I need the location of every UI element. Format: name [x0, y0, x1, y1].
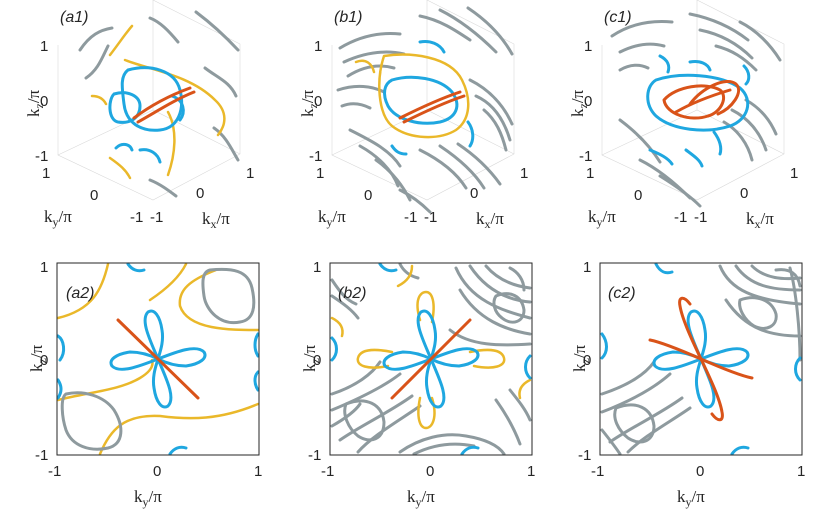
panel-b2-y-tick-top: 1 [313, 259, 321, 276]
panel-b2-y-tick-mid: 0 [313, 352, 321, 369]
panel-b1-y-tick-neg1: -1 [404, 209, 417, 226]
panel-a1-x-tick-neg1: -1 [150, 209, 163, 226]
panel-a1-label: (a1) [60, 9, 88, 26]
panel-c2-y-axis-label: kz/π [570, 344, 592, 372]
panel-c1-grid [601, 0, 785, 201]
panel-b2-label: (b2) [338, 285, 366, 302]
panel-c1-x-axis-label: kx/π [746, 209, 774, 231]
panel-a1-grid [57, 0, 241, 201]
panel-b1-curves [336, 6, 514, 214]
panel-a2-y-tick-mid: 0 [40, 352, 48, 369]
panel-a1-x-tick-1: 1 [246, 165, 254, 182]
panel-b1-z-tick-bot: -1 [309, 148, 322, 165]
panel-b2-x-axis-label: ky/π [407, 487, 435, 509]
panel-c1-z-tick-top: 1 [584, 38, 592, 55]
panel-b2-y-axis-label: kz/π [300, 344, 322, 372]
panel-b1-y-axis-label: ky/π [318, 207, 346, 229]
panel-c1: (c1) 1 0 -1 kz/π 1 0 -1 -1 0 1 ky/π kx/π [568, 0, 798, 231]
panel-c1-y-axis-label: ky/π [588, 207, 616, 229]
panel-b1-z-tick-mid: 0 [314, 93, 322, 110]
panel-a2-curves [56, 262, 260, 456]
panel-a2-x-axis-label: ky/π [134, 487, 162, 509]
panel-c1-y-tick-1: 1 [586, 165, 594, 182]
panel-b2-y-tick-bot: -1 [308, 447, 321, 464]
panel-c1-z-tick-mid: 0 [584, 93, 592, 110]
panel-c1-x-tick-neg1: -1 [694, 209, 707, 226]
panel-b2-x-tick-mid: 0 [426, 463, 434, 480]
panel-c1-x-tick-0: 0 [740, 185, 748, 202]
panel-b1-label: (b1) [334, 9, 362, 26]
panel-a2: (a2) 1 0 -1 -1 0 1 kz/π ky/π [27, 259, 262, 509]
panel-a2-frame [56, 262, 260, 456]
panel-a1-y-tick-1: 1 [42, 165, 50, 182]
panel-c2-frame [599, 262, 803, 456]
panel-c2: (c2) 1 0 -1 -1 0 1 kz/π ky/π [570, 259, 805, 509]
panel-c2-x-tick-left: -1 [591, 463, 604, 480]
panel-a1-z-tick-bot: -1 [35, 148, 48, 165]
panel-c1-y-tick-neg1: -1 [674, 209, 687, 226]
panel-c2-x-axis-label: ky/π [677, 487, 705, 509]
panel-c2-curves [600, 262, 802, 456]
panel-b1-x-tick-0: 0 [470, 185, 478, 202]
panel-b2-curves [330, 262, 532, 456]
panel-a1-z-tick-top: 1 [40, 38, 48, 55]
panel-c1-x-tick-1: 1 [790, 165, 798, 182]
panel-b1-y-tick-0: 0 [364, 187, 372, 204]
panel-a1-y-tick-0: 0 [90, 187, 98, 204]
panel-c2-y-tick-mid: 0 [583, 352, 591, 369]
panel-c2-y-tick-top: 1 [583, 259, 591, 276]
panel-c2-x-tick-right: 1 [797, 463, 805, 480]
panel-a2-y-tick-bot: -1 [35, 447, 48, 464]
panel-a1: (a1) 1 0 -1 kz/π 1 0 -1 -1 0 1 ky/π kx/π [24, 0, 254, 231]
panel-a1-y-axis-label: ky/π [44, 207, 72, 229]
panel-a1-y-tick-neg1: -1 [130, 209, 143, 226]
panel-c2-y-tick-bot: -1 [578, 447, 591, 464]
panel-a2-x-tick-mid: 0 [153, 463, 161, 480]
panel-b2-x-tick-right: 1 [527, 463, 535, 480]
panel-b1-x-axis-label: kx/π [476, 209, 504, 231]
panel-a1-z-axis-label: kz/π [24, 89, 46, 117]
panel-c1-label: (c1) [604, 9, 632, 26]
panel-c2-x-tick-mid: 0 [696, 463, 704, 480]
panel-b1-z-tick-top: 1 [314, 38, 322, 55]
panel-a1-x-axis-label: kx/π [202, 209, 230, 231]
panel-a1-curves [78, 10, 240, 198]
panel-c2-label: (c2) [608, 285, 636, 302]
panel-a1-z-tick-mid: 0 [40, 93, 48, 110]
panel-c1-z-tick-bot: -1 [579, 148, 592, 165]
panel-a2-x-tick-left: -1 [48, 463, 61, 480]
panel-b1-y-tick-1: 1 [316, 165, 324, 182]
panel-c1-z-axis-label: kz/π [568, 89, 590, 117]
panel-b2-x-tick-left: -1 [321, 463, 334, 480]
panel-c1-y-tick-0: 0 [634, 187, 642, 204]
panel-b1-x-tick-1: 1 [520, 165, 528, 182]
panel-c1-curves [610, 12, 782, 208]
panel-a2-label: (a2) [66, 285, 94, 302]
panel-b2: (b2) 1 0 -1 -1 0 1 kz/π ky/π [300, 259, 535, 509]
panel-a2-x-tick-right: 1 [254, 463, 262, 480]
panel-a1-x-tick-0: 0 [196, 185, 204, 202]
panel-a2-y-axis-label: kz/π [27, 344, 49, 372]
panel-b1-z-axis-label: kz/π [298, 89, 320, 117]
panel-b1: (b1) 1 0 -1 kz/π 1 0 -1 -1 0 1 ky/π kx/π [298, 0, 528, 231]
panel-a2-y-tick-top: 1 [40, 259, 48, 276]
panel-b2-frame [329, 262, 533, 456]
panel-b1-x-tick-neg1: -1 [424, 209, 437, 226]
